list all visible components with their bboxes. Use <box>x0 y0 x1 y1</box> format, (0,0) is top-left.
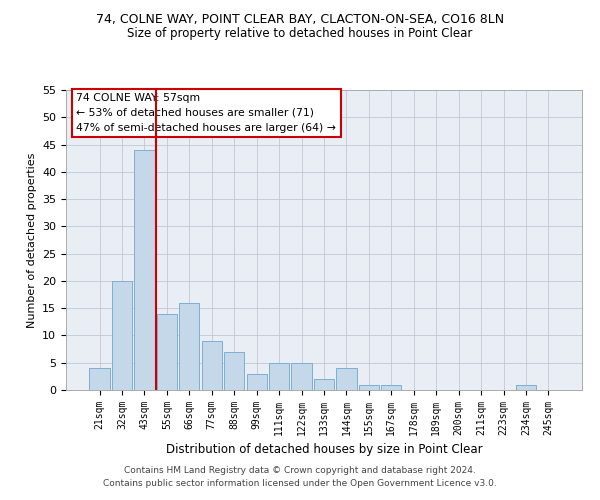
Bar <box>359 384 379 390</box>
Bar <box>314 379 334 390</box>
Bar <box>337 368 356 390</box>
Text: Contains HM Land Registry data © Crown copyright and database right 2024.
Contai: Contains HM Land Registry data © Crown c… <box>103 466 497 487</box>
Text: 74, COLNE WAY, POINT CLEAR BAY, CLACTON-ON-SEA, CO16 8LN: 74, COLNE WAY, POINT CLEAR BAY, CLACTON-… <box>96 12 504 26</box>
Bar <box>224 352 244 390</box>
Bar <box>292 362 311 390</box>
Bar <box>179 302 199 390</box>
Bar <box>112 281 132 390</box>
Text: 74 COLNE WAY: 57sqm
← 53% of detached houses are smaller (71)
47% of semi-detach: 74 COLNE WAY: 57sqm ← 53% of detached ho… <box>76 93 336 132</box>
Y-axis label: Number of detached properties: Number of detached properties <box>26 152 37 328</box>
Bar <box>202 341 222 390</box>
X-axis label: Distribution of detached houses by size in Point Clear: Distribution of detached houses by size … <box>166 444 482 456</box>
Text: Size of property relative to detached houses in Point Clear: Size of property relative to detached ho… <box>127 28 473 40</box>
Bar <box>269 362 289 390</box>
Bar <box>516 384 536 390</box>
Bar <box>89 368 110 390</box>
Bar <box>134 150 155 390</box>
Bar <box>247 374 267 390</box>
Bar <box>157 314 177 390</box>
Bar <box>381 384 401 390</box>
